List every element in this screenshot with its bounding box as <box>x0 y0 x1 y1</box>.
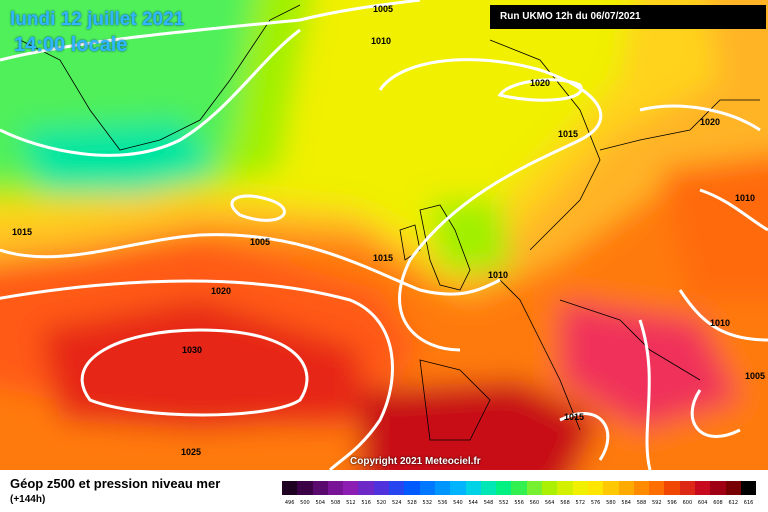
legend-color-cell <box>358 481 374 495</box>
legend-color-cell <box>633 481 650 495</box>
legend-tick-label: 616 <box>743 500 754 506</box>
legend-color-cell <box>603 481 619 495</box>
legend-color-cell <box>740 481 757 495</box>
legend-color-cell <box>343 481 359 495</box>
layer-title: Géop z500 et pression niveau mer <box>10 476 221 491</box>
legend-tick-label: 544 <box>468 500 478 506</box>
legend-tick-label: 536 <box>437 500 448 506</box>
legend-color-cell <box>297 481 313 495</box>
weather-map <box>0 0 768 470</box>
legend-color-cell <box>618 481 634 495</box>
legend-tick-label: 600 <box>682 500 693 506</box>
legend-color-cell <box>557 481 573 495</box>
legend-tick-label: 580 <box>606 500 616 506</box>
isobar-label: 1015 <box>558 129 579 139</box>
isobar-label: 1015 <box>373 253 394 263</box>
legend-tick-label: 496 <box>284 500 295 506</box>
legend-tick-label: 524 <box>391 500 402 506</box>
legend-color-cell <box>389 481 405 495</box>
isobar-label: 1020 <box>700 117 721 127</box>
legend-tick-label: 604 <box>697 500 708 506</box>
legend-tick-label: 564 <box>544 500 555 506</box>
legend-color-cell <box>526 481 543 495</box>
legend-tick-label: 552 <box>499 500 509 506</box>
legend-color-cell <box>434 481 451 495</box>
legend-color-cell <box>587 481 604 495</box>
legend-tick-label: 548 <box>483 500 494 506</box>
isobar-label: 1010 <box>488 270 509 280</box>
legend-color-cell <box>496 481 512 495</box>
legend-tick-label: 504 <box>315 500 326 506</box>
isobar-label: 1025 <box>181 447 202 457</box>
legend-tick-label: 568 <box>560 500 570 506</box>
isobar-label: 1010 <box>710 318 731 328</box>
legend-tick-label: 512 <box>346 500 356 506</box>
isobar-label: 1010 <box>735 193 756 203</box>
isobars <box>0 0 768 470</box>
legend-tick-label: 592 <box>652 500 662 506</box>
legend-tick-label: 572 <box>575 500 586 506</box>
isobar-label: 1015 <box>564 412 585 422</box>
legend-color-cell <box>542 481 558 495</box>
coastlines <box>19 4 760 441</box>
legend-color-cell <box>312 481 328 495</box>
isobar-label: 1030 <box>182 345 203 355</box>
isobar-label: 1015 <box>12 227 33 237</box>
legend-tick-label: 520 <box>376 500 387 506</box>
legend-tick-label: 608 <box>713 500 723 506</box>
legend-color-cell <box>480 481 497 495</box>
legend-tick-label: 500 <box>300 500 310 506</box>
legend-color-cell <box>450 481 466 495</box>
legend-tick-label: 588 <box>636 500 647 506</box>
legend-color-cell <box>664 481 680 495</box>
legend-color-cell <box>572 481 588 495</box>
legend-color-cell <box>419 481 435 495</box>
legend-tick-label: 576 <box>590 500 601 506</box>
legend-color-cell <box>649 481 665 495</box>
forecast-hour: (+144h) <box>10 494 46 505</box>
legend-color-cell <box>679 481 696 495</box>
legend-color-cell <box>327 481 344 495</box>
legend-color-cell <box>465 481 481 495</box>
legend-color-cell <box>710 481 726 495</box>
isobar-label: 1005 <box>745 371 766 381</box>
legend-tick-label: 532 <box>422 500 433 506</box>
legend-color-cell <box>725 481 741 495</box>
forecast-date-title: lundi 12 juillet 2021 <box>10 9 185 30</box>
legend-color-cell <box>282 481 298 495</box>
isobar-label: 1020 <box>530 78 551 88</box>
legend-color-cell <box>695 481 711 495</box>
copyright-notice: Copyright 2021 Meteociel.fr <box>350 456 481 467</box>
legend-color-cell <box>511 481 527 495</box>
isobar-label: 1005 <box>373 4 394 14</box>
legend-tick-label: 528 <box>407 500 417 506</box>
color-legend-ticks: 496 500 504 508 512 516 520 524 528 532 536 540 544 5… <box>282 500 756 506</box>
legend-tick-label: 540 <box>453 500 463 506</box>
legend-tick-label: 596 <box>667 500 677 506</box>
footer: Géop z500 et pression niveau mer (+144h)… <box>0 470 768 512</box>
legend-tick-label: 508 <box>330 500 341 506</box>
color-legend <box>282 481 757 495</box>
run-info-box: Run UKMO 12h du 06/07/2021 <box>490 5 766 29</box>
forecast-local-time-title: 14:00 locale <box>14 34 128 56</box>
legend-tick-label: 560 <box>529 500 540 506</box>
legend-color-cell <box>373 481 390 495</box>
isobar-label: 1020 <box>211 286 232 296</box>
isobar-label: 1010 <box>371 36 392 46</box>
legend-tick-label: 516 <box>361 500 371 506</box>
legend-tick-label: 556 <box>514 500 524 506</box>
legend-tick-label: 584 <box>621 500 631 506</box>
isobar-label: 1005 <box>250 237 271 247</box>
legend-tick-label: 612 <box>728 500 739 506</box>
legend-color-cell <box>404 481 420 495</box>
geopotential-field <box>0 0 768 470</box>
